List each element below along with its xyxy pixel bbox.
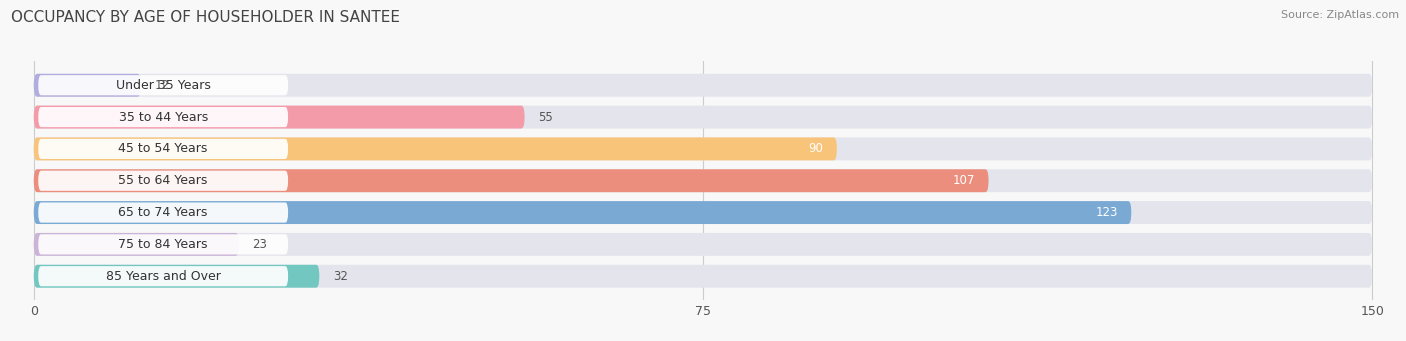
FancyBboxPatch shape	[34, 106, 524, 129]
Text: 75 to 84 Years: 75 to 84 Years	[118, 238, 208, 251]
Text: 12: 12	[155, 79, 169, 92]
FancyBboxPatch shape	[38, 266, 288, 286]
FancyBboxPatch shape	[38, 75, 288, 95]
FancyBboxPatch shape	[34, 265, 1372, 288]
FancyBboxPatch shape	[38, 139, 288, 159]
FancyBboxPatch shape	[34, 74, 141, 97]
FancyBboxPatch shape	[34, 74, 1372, 97]
Text: 32: 32	[333, 270, 347, 283]
FancyBboxPatch shape	[34, 169, 1372, 192]
FancyBboxPatch shape	[34, 201, 1372, 224]
Text: OCCUPANCY BY AGE OF HOUSEHOLDER IN SANTEE: OCCUPANCY BY AGE OF HOUSEHOLDER IN SANTE…	[11, 10, 401, 25]
FancyBboxPatch shape	[34, 233, 1372, 256]
Text: 107: 107	[953, 174, 976, 187]
FancyBboxPatch shape	[34, 137, 837, 160]
Text: 85 Years and Over: 85 Years and Over	[105, 270, 221, 283]
FancyBboxPatch shape	[38, 203, 288, 223]
FancyBboxPatch shape	[34, 233, 239, 256]
FancyBboxPatch shape	[34, 106, 1372, 129]
Text: 45 to 54 Years: 45 to 54 Years	[118, 143, 208, 155]
FancyBboxPatch shape	[38, 170, 288, 191]
Text: 55: 55	[538, 110, 553, 123]
Text: 35 to 44 Years: 35 to 44 Years	[118, 110, 208, 123]
Text: Source: ZipAtlas.com: Source: ZipAtlas.com	[1281, 10, 1399, 20]
Text: 55 to 64 Years: 55 to 64 Years	[118, 174, 208, 187]
Text: 65 to 74 Years: 65 to 74 Years	[118, 206, 208, 219]
FancyBboxPatch shape	[38, 107, 288, 127]
FancyBboxPatch shape	[38, 234, 288, 254]
Text: Under 35 Years: Under 35 Years	[115, 79, 211, 92]
Text: 123: 123	[1095, 206, 1118, 219]
Text: 23: 23	[253, 238, 267, 251]
FancyBboxPatch shape	[34, 137, 1372, 160]
FancyBboxPatch shape	[34, 169, 988, 192]
Text: 90: 90	[808, 143, 824, 155]
FancyBboxPatch shape	[34, 201, 1132, 224]
FancyBboxPatch shape	[34, 265, 319, 288]
